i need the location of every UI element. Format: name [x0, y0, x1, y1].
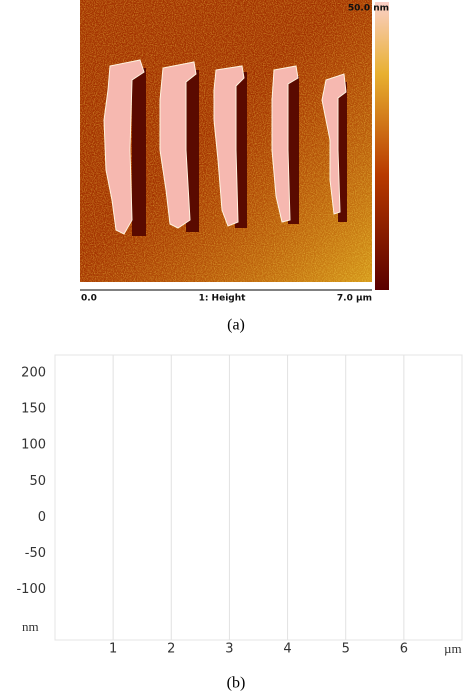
y-tick-label: -50: [25, 546, 46, 561]
colorbar-label: 50.0 nm: [348, 4, 389, 14]
colorbar: [375, 2, 389, 290]
afm-image: [80, 0, 372, 282]
y-tick-label: 0: [38, 510, 46, 525]
scale-end: 7.0 µm: [337, 294, 372, 304]
x-tick-label: 1: [109, 642, 117, 657]
y-tick-label: 100: [21, 438, 46, 453]
x-tick-label: 4: [283, 642, 291, 657]
caption: (b): [227, 675, 246, 692]
x-tick-label: 5: [342, 642, 350, 657]
x-tick-label: 3: [225, 642, 233, 657]
y-tick-label: -100: [16, 582, 46, 597]
x-axis-unit: µm: [444, 641, 462, 656]
x-tick-label: 6: [400, 642, 408, 657]
plot-frame: [54, 354, 463, 641]
x-tick-label: 2: [167, 642, 175, 657]
y-tick-label: 50: [29, 474, 46, 489]
y-tick-label: 150: [21, 402, 46, 417]
channel-label: 1: Height: [199, 294, 247, 304]
y-tick-label: 200: [21, 366, 46, 381]
scale-start: 0.0: [81, 294, 97, 304]
y-axis-unit: nm: [22, 619, 39, 634]
caption: (a): [227, 317, 245, 334]
